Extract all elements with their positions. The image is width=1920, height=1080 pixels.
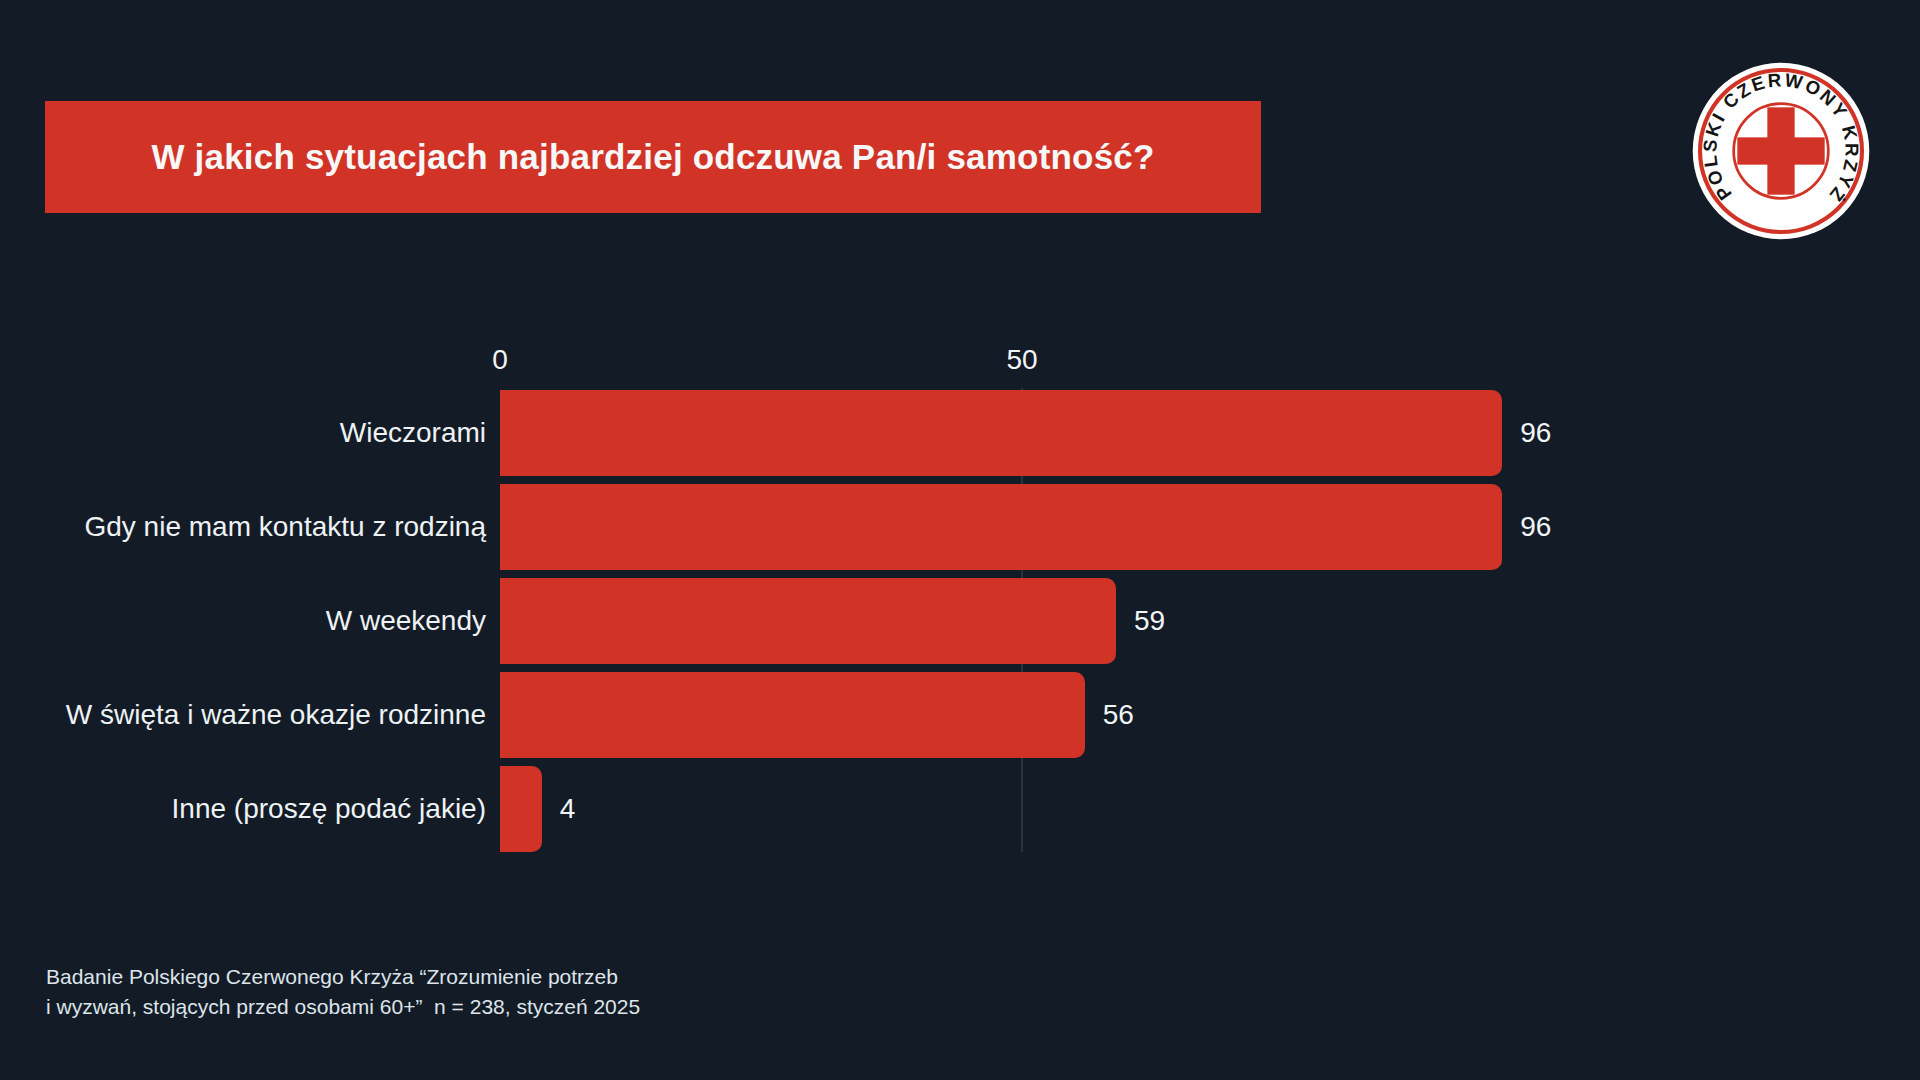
infographic-canvas: W jakich sytuacjach najbardziej odczuwa … <box>0 0 1920 1080</box>
category-label: Wieczorami <box>0 390 486 476</box>
value-label: 96 <box>1520 390 1551 476</box>
bar <box>500 766 542 852</box>
value-label: 56 <box>1103 672 1134 758</box>
category-label: Gdy nie mam kontaktu z rodziną <box>0 484 486 570</box>
value-label: 59 <box>1134 578 1165 664</box>
footnote-line-1: Badanie Polskiego Czerwonego Krzyża “Zro… <box>46 962 640 992</box>
category-label: Inne (proszę podać jakie) <box>0 766 486 852</box>
x-axis-tick-label: 0 <box>492 344 508 376</box>
category-label: W święta i ważne okazje rodzinne <box>0 672 486 758</box>
bar <box>500 578 1116 664</box>
bar <box>500 390 1502 476</box>
value-label: 4 <box>560 766 576 852</box>
bar <box>500 672 1085 758</box>
bar <box>500 484 1502 570</box>
value-label: 96 <box>1520 484 1551 570</box>
footnote-line-2: i wyzwań, stojących przed osobami 60+” n… <box>46 992 640 1022</box>
category-label: W weekendy <box>0 578 486 664</box>
bar-chart: 0 50 Wieczorami 96 Gdy nie mam kontaktu z ro… <box>0 0 1920 1080</box>
x-axis-tick-label: 50 <box>1006 344 1037 376</box>
source-footnote: Badanie Polskiego Czerwonego Krzyża “Zro… <box>46 962 640 1022</box>
